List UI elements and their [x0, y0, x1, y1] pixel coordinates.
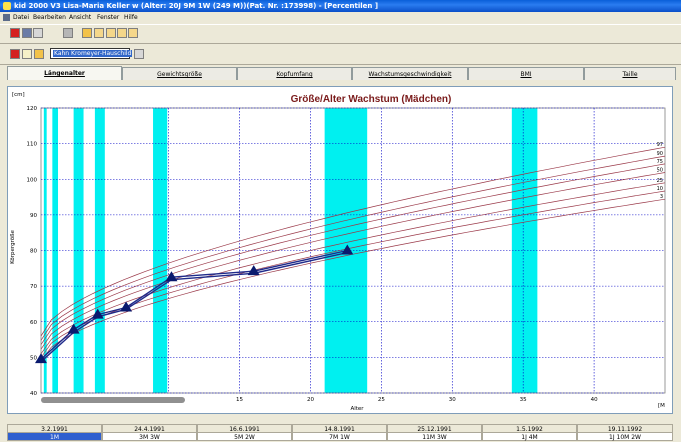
x-tick-label: 35	[520, 397, 527, 403]
x-tick-label: 30	[449, 397, 456, 403]
menubar: Datei Bearbeiten Ansicht Fenster Hilfe	[0, 12, 681, 23]
menu-hilfe[interactable]: Hilfe	[124, 14, 138, 21]
tab-bmi[interactable]: BMI	[468, 67, 584, 80]
measurement-point	[91, 308, 104, 319]
percentile-label: 25	[657, 178, 663, 184]
new-doc-icon[interactable]	[22, 49, 32, 59]
doc-red-1-icon[interactable]	[94, 28, 104, 38]
y-tick-label: 110	[27, 142, 38, 148]
y-tick-label: 50	[30, 355, 37, 361]
tab-wachstumsgeschwindigkeit[interactable]: Wachstumsgeschwindigkeit	[352, 67, 468, 80]
preset-select[interactable]: Kahn Kromeyer-Hauschild	[50, 48, 133, 59]
growth-chart: 40506070809010011012010152025303540 3102…	[10, 92, 666, 412]
x-axis-label: Alter	[350, 406, 364, 412]
y-tick-label: 80	[30, 249, 37, 255]
window-title: kid 2000 V3 Lisa-Maria Keller w (Alter: …	[14, 2, 379, 10]
dropdown-arrow-icon[interactable]	[134, 49, 144, 59]
x-tick-label: 15	[236, 397, 243, 403]
percentile-line	[40, 190, 666, 358]
menu-ansicht[interactable]: Ansicht	[69, 14, 92, 21]
tab-kopfumfang[interactable]: Kopfumfang	[237, 67, 352, 80]
chart-panel: 40506070809010011012010152025303540 3102…	[7, 86, 673, 414]
highlight-band	[52, 108, 59, 393]
menu-datei[interactable]: Datei	[13, 14, 30, 21]
chart-title: Größe/Alter Wachstum (Mädchen)	[291, 94, 452, 105]
y-tick-label: 40	[30, 391, 37, 397]
main-toolbar	[0, 24, 681, 44]
y-tick-label: 70	[30, 284, 37, 290]
measurement-point	[165, 271, 178, 282]
close-icon[interactable]	[10, 28, 20, 38]
measurement-point	[120, 301, 133, 312]
y-tick-label: 120	[27, 106, 38, 112]
percentile-label: 75	[657, 159, 663, 165]
percentile-label: 3	[660, 194, 663, 200]
y-tick-label: 60	[30, 320, 37, 326]
doc-red-4-icon[interactable]	[128, 28, 138, 38]
highlight-band	[153, 108, 168, 393]
menu-fenster[interactable]: Fenster	[97, 14, 120, 21]
percentile-line	[40, 146, 666, 337]
y-axis-label: Körpergröße	[10, 229, 16, 263]
percentile-line	[40, 163, 666, 345]
x-tick-label: 40	[591, 397, 598, 403]
tab-bar: Längenalter Gewichtsgröße Kopfumfang Wac…	[0, 66, 681, 80]
open-icon[interactable]	[34, 49, 44, 59]
x-tick-label: 20	[307, 397, 314, 403]
measurement-point	[247, 265, 260, 276]
horizontal-scrollbar-thumb[interactable]	[41, 397, 185, 403]
menu-bearbeiten[interactable]: Bearbeiten	[33, 14, 66, 21]
percentile-line	[40, 155, 666, 341]
tab-laengenalter[interactable]: Längenalter	[7, 66, 122, 80]
timeline-age[interactable]: 11M 3W	[387, 432, 482, 441]
y-tick-label: 100	[27, 177, 38, 183]
window-titlebar: kid 2000 V3 Lisa-Maria Keller w (Alter: …	[0, 0, 681, 12]
preset-label: Kahn Kromeyer-Hauschild	[53, 50, 133, 57]
timeline-age[interactable]: 7M 1W	[292, 432, 387, 441]
percentile-label: 97	[657, 142, 663, 148]
tab-gewichtsgroesse[interactable]: Gewichtsgröße	[122, 67, 237, 80]
timeline-age[interactable]: 1J 4M	[482, 432, 577, 441]
highlight-band	[73, 108, 84, 393]
y-tick-label: 90	[30, 213, 37, 219]
close-chart-icon[interactable]	[10, 49, 20, 59]
highlight-band	[94, 108, 105, 393]
timeline-age[interactable]: 3M 3W	[102, 432, 197, 441]
document-icon[interactable]	[3, 14, 10, 21]
percentile-line	[40, 172, 666, 350]
x-tick-label: 25	[378, 397, 385, 403]
print-icon[interactable]	[63, 28, 73, 38]
timeline-age-selected[interactable]: 1M	[7, 432, 102, 441]
measurement-point	[341, 244, 354, 255]
app-icon	[3, 2, 11, 10]
person-icon[interactable]	[33, 28, 43, 38]
measurement-point	[35, 353, 47, 364]
percentile-label: 10	[657, 186, 663, 192]
timeline-age[interactable]: 1J 10M 2W	[577, 432, 673, 441]
folder-icon[interactable]	[82, 28, 92, 38]
doc-red-3-icon[interactable]	[117, 28, 127, 38]
timeline-age[interactable]: 5M 2W	[197, 432, 292, 441]
tab-taille[interactable]: Taille	[584, 67, 676, 80]
percentile-label: 90	[657, 151, 663, 157]
chart-toolbar	[0, 44, 681, 65]
percentile-label: 50	[657, 167, 663, 173]
timeline-ages: 1M 3M 3W 5M 2W 7M 1W 11M 3W 1J 4M 1J 10M…	[7, 432, 673, 441]
doc-red-2-icon[interactable]	[106, 28, 116, 38]
patient-icon[interactable]	[22, 28, 32, 38]
y-unit-label: [cm]	[12, 92, 25, 98]
x-unit-label: [M	[658, 403, 665, 409]
measurement-point	[67, 323, 80, 334]
